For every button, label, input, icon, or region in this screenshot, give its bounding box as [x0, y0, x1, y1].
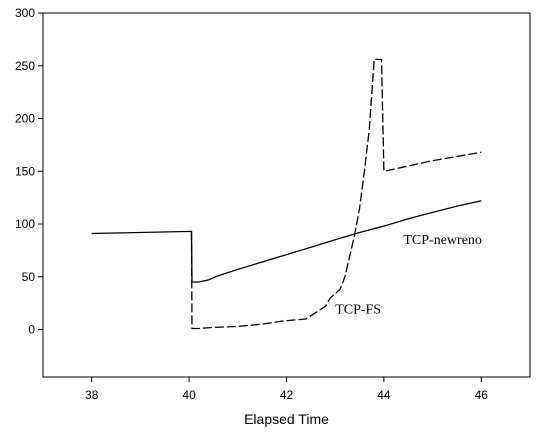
y-tick-label: 250 [15, 59, 35, 73]
series-label-tcp-newreno: TCP-newreno [403, 233, 482, 248]
x-tick-label: 44 [377, 388, 391, 402]
y-tick-label: 100 [15, 217, 35, 231]
y-tick-label: 0 [28, 323, 35, 337]
x-tick-label: 38 [85, 388, 99, 402]
x-axis-ticks: 38 40 42 44 46 [85, 377, 488, 402]
y-tick-label: 150 [15, 164, 35, 178]
y-axis-ticks: 0 50 100 150 200 250 300 [15, 6, 43, 337]
plot-area-frame [42, 12, 531, 378]
x-tick-label: 42 [280, 388, 294, 402]
y-tick-label: 50 [22, 270, 36, 284]
series-label-tcp-fs: TCP-FS [335, 303, 381, 318]
series-line-tcp-newreno [91, 200, 482, 283]
y-tick-label: 200 [15, 112, 35, 126]
x-tick-label: 46 [475, 388, 489, 402]
x-axis-title: Elapsed Time [244, 411, 329, 427]
annotation-layer: TCP-newreno TCP-FS [335, 233, 482, 318]
series-layer [91, 58, 482, 330]
series-line-tcp-fs [190, 58, 482, 330]
y-tick-label: 300 [15, 6, 35, 20]
x-tick-label: 40 [182, 388, 196, 402]
